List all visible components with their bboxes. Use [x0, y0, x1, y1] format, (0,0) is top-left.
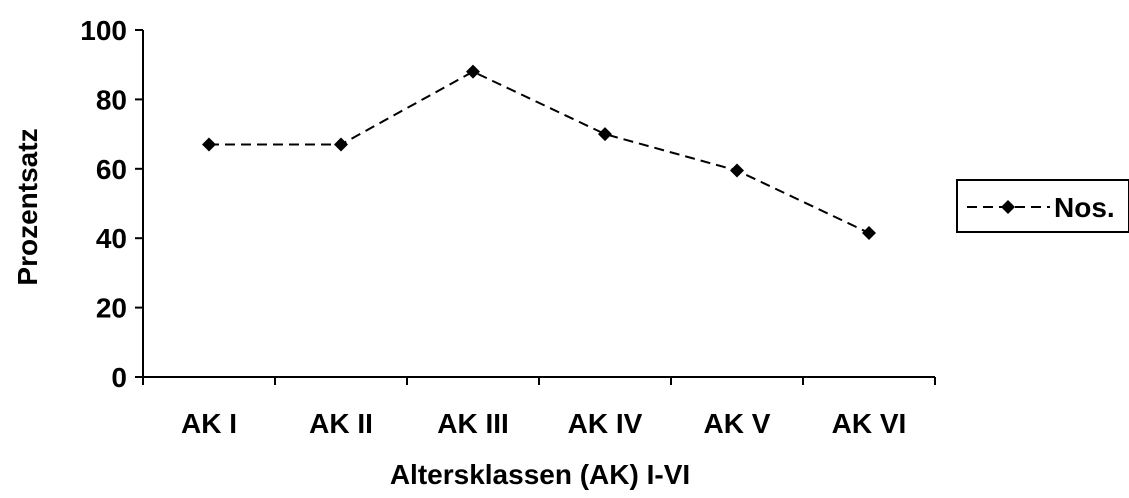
legend-diamond-marker	[1001, 200, 1015, 214]
x-axis-title: Altersklassen (AK) I-VI	[390, 459, 690, 490]
series-line-nos	[209, 70, 870, 234]
y-tick-label: 0	[111, 362, 127, 393]
data-point-marker	[598, 127, 612, 142]
legend-label-nos: Nos.	[1054, 192, 1115, 223]
x-tick-label: AK I	[181, 408, 237, 439]
y-axis: 0 20 40 60 80 100	[80, 15, 144, 393]
x-tick-label: AK II	[309, 408, 373, 439]
y-axis-title: Prozentsatz	[12, 128, 43, 285]
y-tick-label: 20	[96, 293, 127, 324]
data-point-marker	[466, 64, 480, 79]
data-point-marker	[730, 163, 744, 178]
data-point-marker	[202, 137, 216, 152]
x-tick-label: AK VI	[832, 408, 907, 439]
y-tick-label: 40	[96, 223, 127, 254]
legend: Nos.	[956, 179, 1129, 233]
data-point-marker	[862, 225, 876, 240]
x-tick-label: AK IV	[568, 408, 643, 439]
x-tick-label: AK III	[437, 408, 509, 439]
y-tick-label: 60	[96, 154, 127, 185]
data-point-marker	[334, 137, 348, 152]
x-axis: AK I AK II AK III AK IV AK V AK VI	[142, 376, 936, 439]
y-tick-label: 100	[80, 15, 127, 46]
y-tick-label: 80	[96, 84, 127, 115]
x-tick-label: AK V	[704, 408, 771, 439]
series-layer	[202, 64, 876, 240]
